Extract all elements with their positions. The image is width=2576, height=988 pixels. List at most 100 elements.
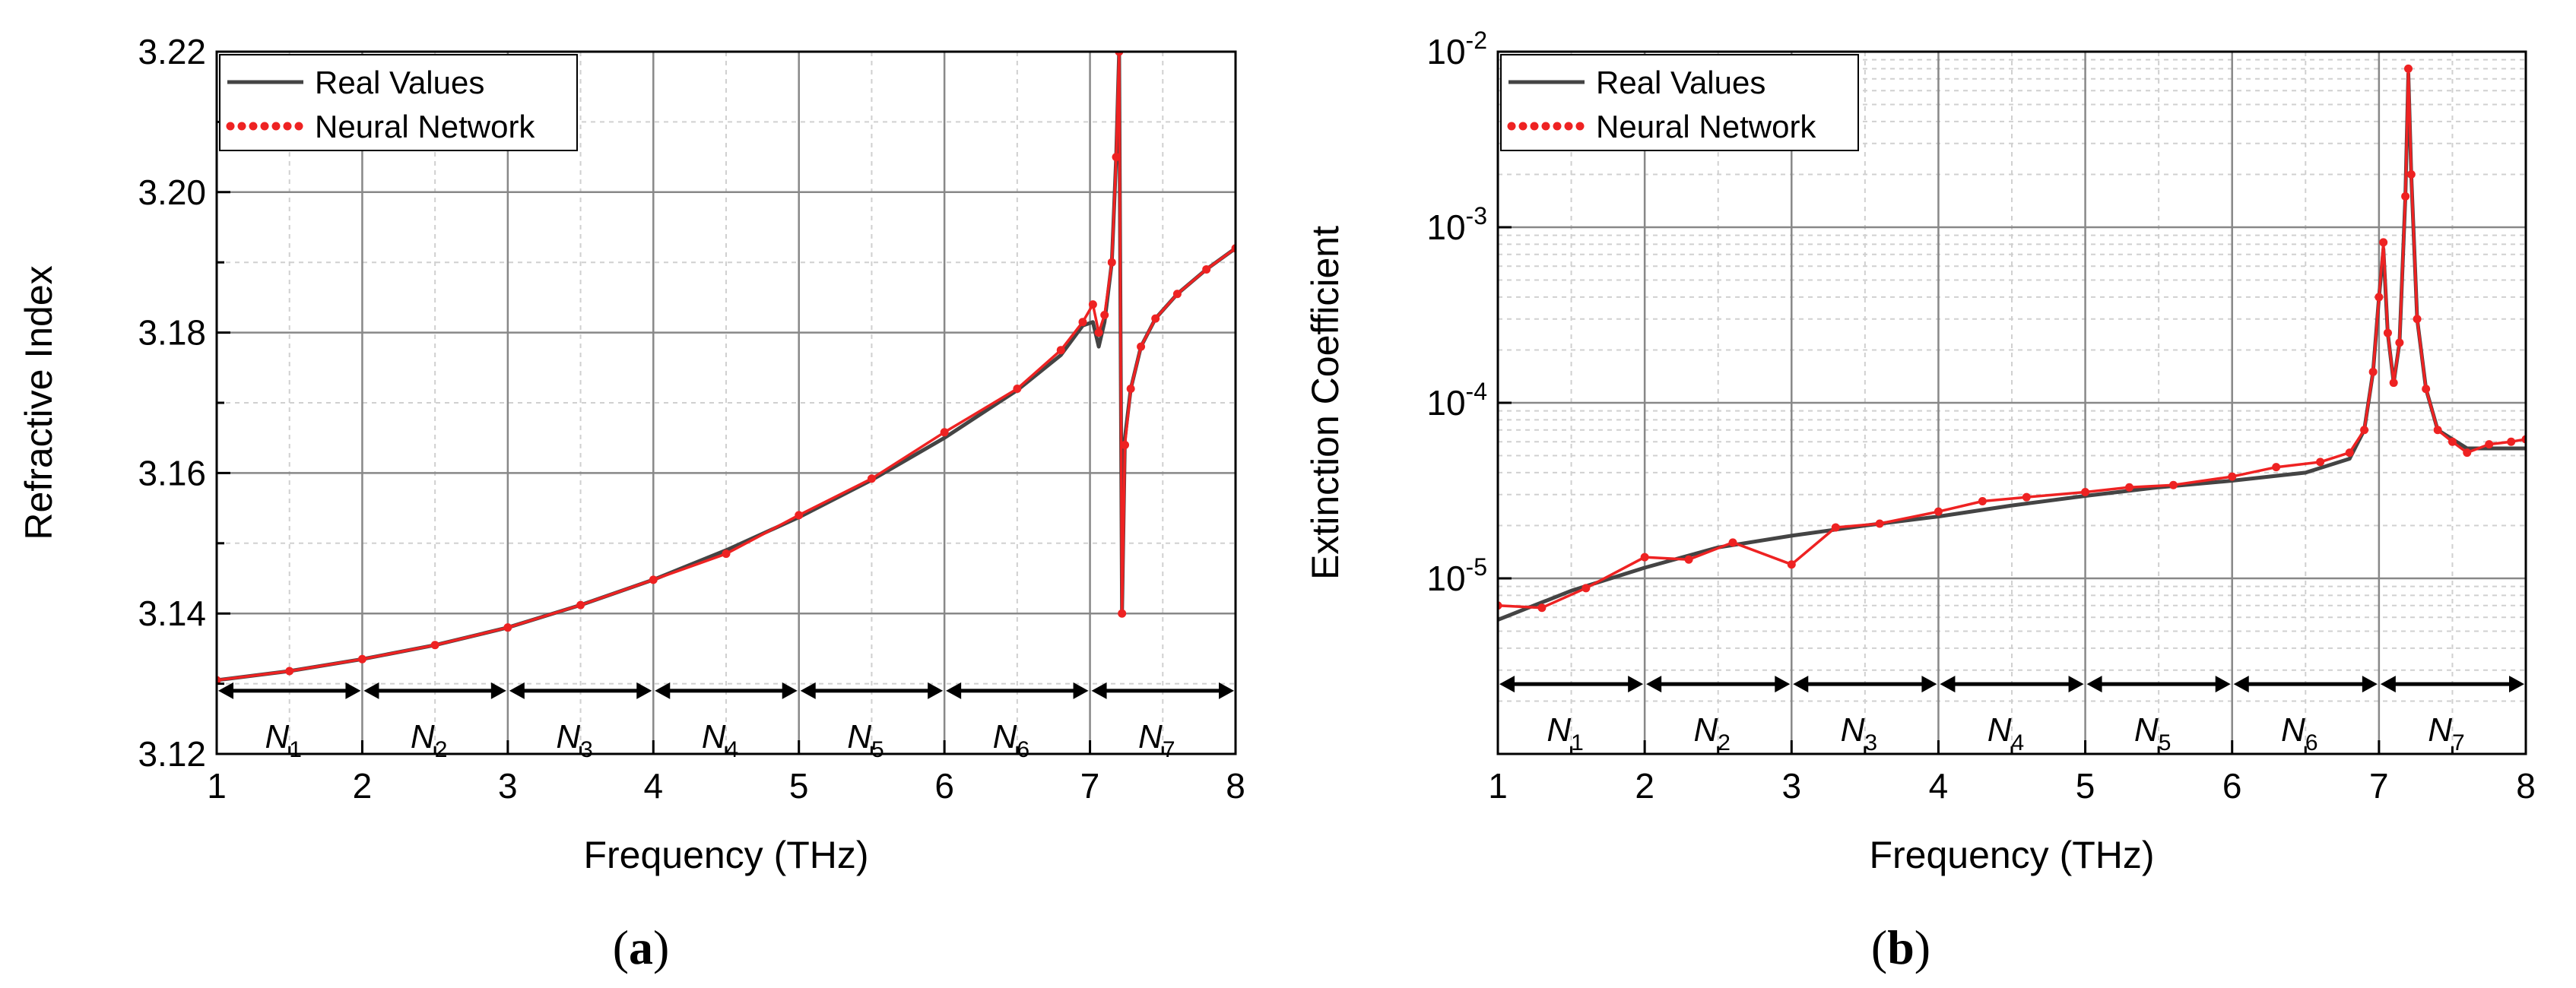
arrow-head-right [636, 682, 652, 699]
x-tick-label: 2 [1635, 766, 1654, 806]
x-tick-label: 4 [1929, 766, 1949, 806]
data-point-neural-network [2316, 458, 2325, 467]
segment-n3: N3 [509, 682, 652, 762]
data-point-neural-network [2228, 472, 2237, 481]
arrow-head-left [2086, 676, 2102, 693]
segment-letter: N [556, 718, 580, 755]
segment-subscript: 6 [2305, 730, 2318, 755]
panel-label: (b) [1871, 920, 1930, 974]
legend-label-neural-network: Neural Network [1596, 109, 1816, 144]
data-point-neural-network [503, 623, 512, 632]
segment-letter: N [1988, 711, 2012, 749]
segment-letter: N [2281, 711, 2305, 749]
segment-subscript: 6 [1017, 737, 1029, 762]
data-point-neural-network [2022, 492, 2031, 502]
y-tick-label: 10-5 [1426, 553, 1487, 598]
data-point-neural-network [2507, 437, 2516, 446]
x-axis-label: Frequency (THz) [583, 834, 868, 876]
arrow-head-left [655, 682, 671, 699]
data-point-neural-network [2448, 437, 2457, 446]
y-tick-label: 10-4 [1426, 378, 1487, 423]
x-tick-label: 8 [2516, 766, 2536, 806]
arrow-head-right [2215, 676, 2231, 693]
data-point-neural-network [2081, 487, 2090, 496]
segment-label: N5 [847, 718, 884, 762]
panel-label-letter: b [1887, 920, 1915, 974]
y-tick-base: 10 [1426, 383, 1465, 423]
data-point-neural-network [2422, 385, 2431, 394]
data-point-neural-network [2272, 463, 2281, 472]
segment-n5: N5 [2086, 676, 2231, 755]
data-point-neural-network [2401, 192, 2410, 201]
legend-dot [283, 122, 292, 131]
y-tick-exponent: -3 [1466, 202, 1487, 230]
data-point-neural-network [2395, 338, 2404, 347]
arrow-head-right [1775, 676, 1791, 693]
series-neural-network [217, 52, 1236, 685]
data-point-neural-network [1202, 264, 1211, 274]
segment-n1: N1 [1499, 676, 1644, 755]
segment-subscript: 4 [2012, 730, 2025, 755]
arrow-head-left [509, 682, 525, 699]
data-point-neural-network [2403, 64, 2413, 73]
segment-letter: N [1841, 711, 1865, 749]
segment-subscript: 3 [1864, 730, 1877, 755]
segment-label: N7 [1138, 718, 1175, 762]
panel-label: (a) [613, 920, 670, 974]
segment-subscript: 3 [580, 737, 593, 762]
segment-n1: N1 [218, 682, 361, 762]
legend: Real Values Neural Network [1500, 54, 1859, 151]
data-point-neural-network [1088, 300, 1097, 309]
segment-label: N1 [1547, 711, 1583, 755]
legend-box [1500, 54, 1859, 151]
x-tick-label: 8 [1226, 766, 1245, 806]
legend-dot [1530, 122, 1539, 131]
x-tick-label: 2 [353, 766, 373, 806]
y-tick-label: 3.22 [138, 32, 206, 71]
data-point-neural-network [1831, 523, 1840, 532]
segment-letter: N [411, 718, 435, 755]
legend-label-real-values: Real Values [1596, 65, 1765, 100]
data-point-neural-network [430, 641, 439, 650]
data-point-neural-network [722, 549, 731, 559]
segment-subscript: 7 [1163, 737, 1175, 762]
segment-n7: N7 [1091, 682, 1234, 762]
data-point-neural-network [2368, 367, 2378, 376]
legend-dot [1575, 122, 1585, 131]
segment-letter: N [993, 718, 1017, 755]
segment-subscript: 5 [2159, 730, 2172, 755]
data-point-neural-network [795, 511, 804, 520]
arrow-head-right [2068, 676, 2084, 693]
y-tick-label: 3.14 [138, 594, 206, 633]
arrow-head-left [218, 682, 233, 699]
data-point-neural-network [1875, 519, 1884, 528]
arrow-head-right [490, 682, 506, 699]
legend-dot [1553, 122, 1562, 131]
segment-letter: N [265, 718, 289, 755]
y-tick-label: 10-2 [1426, 27, 1487, 71]
arrow-head-left [2233, 676, 2249, 693]
arrow-head-right [928, 682, 944, 699]
data-series [1498, 64, 2526, 622]
data-point-neural-network [2463, 448, 2472, 458]
data-point-neural-network [1112, 153, 1121, 162]
segment-subscript: 2 [1718, 730, 1731, 755]
x-axis-ticks: 1 2 3 4 5 6 7 8 [1488, 740, 2536, 806]
data-point-neural-network [2383, 328, 2392, 337]
series-line-neural-network [217, 52, 1236, 682]
segment-label: N2 [1693, 711, 1730, 755]
x-tick-label: 7 [2369, 766, 2389, 806]
legend-dot [249, 122, 258, 131]
arrow-head-right [1219, 682, 1234, 699]
arrow-head-right [1073, 682, 1089, 699]
panel-label-open-paren: ( [1871, 920, 1887, 974]
segment-letter: N [2134, 711, 2159, 749]
segment-n3: N3 [1793, 676, 1937, 755]
arrow-head-left [1646, 676, 1662, 693]
segment-label: N1 [265, 718, 301, 762]
legend-dot [260, 122, 269, 131]
arrow-head-left [1793, 676, 1809, 693]
y-axis-ticks: 10-510-410-310-210-1 [1426, 27, 1512, 598]
segment-subscript: 2 [435, 737, 448, 762]
data-point-neural-network [1934, 507, 1943, 516]
